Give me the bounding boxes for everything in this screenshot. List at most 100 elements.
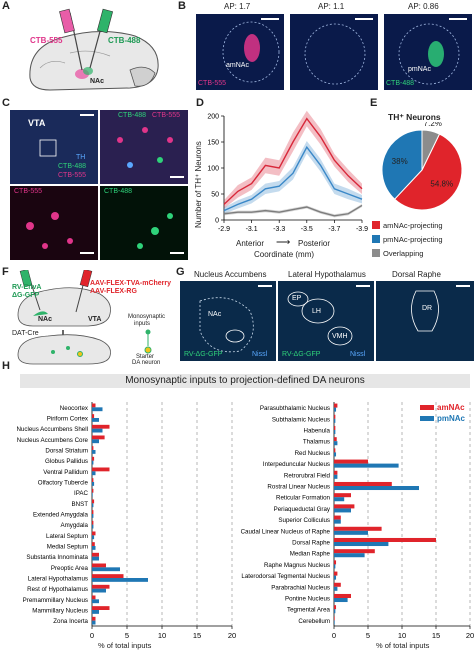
pmnac-region-label: pmNAc: [408, 66, 431, 73]
h-right-bar-amnac: [334, 403, 338, 408]
h-right-bar-amnac: [334, 515, 341, 520]
h-right-bar-pmnac: [334, 497, 345, 502]
panel-b: AP: 1.7 AP: 1.1 AP: 0.86 amNAc CTB-555 p…: [196, 2, 474, 94]
h-left-xtick-label: 10: [158, 631, 166, 640]
h-right-bar-pmnac: [334, 519, 341, 524]
legend-item-pmnac: pmNAc-projecting: [372, 232, 443, 246]
h-left-bar-pmnac: [92, 407, 103, 412]
legend-item-overlap: Overlapping: [372, 246, 443, 260]
ctb488-tag: CTB-488: [386, 80, 415, 87]
f-aav-rg: AAV-FLEX-RG: [90, 288, 137, 295]
h-right-bar-amnac: [334, 437, 337, 442]
d-xtick-label: -3.3: [273, 226, 285, 233]
h-right-category-label: Pontine Nucleus: [285, 596, 330, 603]
pie-label-2: 7.2%: [424, 122, 442, 128]
merge-tag-488: CTB-488: [118, 112, 147, 119]
h-left-bar-pmnac: [92, 610, 99, 614]
h-left-bar-amnac: [92, 510, 94, 514]
g-nissl-2: Nissl: [350, 351, 366, 358]
h-right-category-label: Thalamus: [303, 439, 330, 446]
d-xlabel-arrow: ⟶: [276, 237, 291, 248]
h-left-bar-pmnac: [92, 567, 120, 572]
h-left-category-label: Neocortex: [60, 405, 89, 412]
panel-label-c: C: [2, 97, 10, 109]
h-right-xtick-label: 15: [432, 631, 440, 640]
vta-label: VTA: [28, 118, 46, 128]
h-left-bar-pmnac: [92, 492, 93, 497]
panel-label-e: E: [370, 97, 378, 109]
h-right-category-label: Dorsal Raphe: [292, 540, 330, 547]
f-starter1: Starter: [136, 354, 155, 360]
th-tag: TH: [76, 154, 86, 161]
h-right-category-label: Rostral Linear Nucleus: [267, 484, 330, 491]
h-right-bar-pmnac: [334, 508, 351, 513]
f-rv-enva: RV-EnvA: [12, 284, 42, 291]
nac-label: NAc: [90, 78, 105, 85]
h-right-bar-pmnac: [334, 430, 336, 435]
g-title-3: Dorsal Raphe: [392, 270, 441, 279]
h-left-category-label: Extended Amygdala: [33, 512, 89, 519]
f-dg-gfp: ΔG-GFP: [12, 292, 40, 299]
micrograph-vta: VTA TH CTB-488 CTB-555: [10, 110, 98, 184]
h-right-bar-pmnac: [334, 542, 389, 547]
h-right-xtick-label: 10: [398, 631, 406, 640]
h-left-bar-pmnac: [92, 471, 96, 476]
h-right-bar-amnac: [334, 571, 338, 576]
h-left-category-label: Globus Pallidus: [45, 458, 88, 465]
h-right-category-label: Parabrachial Nucleus: [271, 584, 330, 591]
h-right-category-label: Median Raphe: [290, 551, 331, 558]
h-right-bar-amnac: [334, 425, 336, 430]
h-right-xtick-label: 5: [366, 631, 370, 640]
h-legend: amNAc pmNAc: [420, 402, 465, 424]
d-series-line-2: [223, 204, 363, 217]
micrograph-ap17: amNAc CTB-555: [196, 14, 284, 90]
h-right-category-label: Caudal Linear Nucleus of Raphe: [241, 528, 331, 535]
ctb555-sub-tag: CTB-555: [14, 188, 43, 195]
legend-item-amnac: amNAc-projecting: [372, 218, 443, 232]
ctb555-label: CTB-555: [30, 36, 63, 45]
h-left-category-label: Ventral Pallidum: [43, 469, 88, 476]
h-right-bar-pmnac: [334, 553, 365, 558]
h-right-bar-pmnac: [334, 530, 368, 535]
h-right-category-label: Reticular Formation: [276, 495, 331, 502]
d-xtick-label: -2.9: [218, 226, 230, 233]
h-right-bar-pmnac: [334, 564, 336, 569]
h-left-bar-amnac: [92, 499, 95, 504]
ctb488-tag-c: CTB-488: [58, 163, 87, 170]
h-left-bar-pmnac: [92, 514, 94, 518]
g-region-nac: NAc: [208, 311, 222, 318]
h-left-bar-amnac: [92, 435, 105, 440]
micrograph-ap086: pmNAc CTB-488: [384, 14, 472, 90]
micrograph-ctb488: CTB-488: [100, 186, 188, 260]
legend-swatch: [372, 235, 380, 243]
h-left-category-label: Premammillary Nucleus: [23, 597, 88, 604]
h-right-bar-amnac: [334, 616, 335, 621]
h-right-bar-pmnac: [334, 598, 348, 603]
h-left-bar-pmnac: [92, 460, 94, 465]
h-left-category-label: Zona Incerta: [53, 618, 88, 625]
d-xtick-label: -3.9: [356, 226, 368, 233]
h-left-bar-pmnac: [92, 482, 95, 486]
h-left-bar-amnac: [92, 606, 110, 610]
h-left-bar-pmnac: [92, 546, 96, 550]
d-xtick-label: -3.5: [301, 226, 313, 233]
pie-label-0: 54.8%: [430, 180, 453, 189]
h-right-bar-amnac: [334, 448, 336, 453]
f-nac: NAc: [38, 316, 53, 323]
h-left-category-label: Mammillary Nucleus: [32, 608, 88, 615]
panel-label-g: G: [176, 266, 185, 278]
h-right-category-label: Cerebellum: [298, 618, 330, 625]
h-right-bar-pmnac: [334, 575, 337, 580]
f-datcre: DAT-Cre: [12, 330, 39, 337]
d-ytick-label: 100: [207, 166, 219, 173]
h-left-xtick-label: 5: [125, 631, 129, 640]
h-xlabel-left: % of total inputs: [98, 641, 152, 650]
h-right-bar-amnac: [334, 605, 337, 610]
d-ylabel: Number of TH⁺ Neurons: [194, 141, 203, 228]
h-right-category-label: Subthalamic Nucleus: [272, 416, 330, 423]
legend-swatch: [420, 416, 434, 421]
h-right-xtick-label: 0: [332, 631, 336, 640]
g-region-vmh: VMH: [332, 333, 348, 340]
h-right-category-label: Laterodorsal Tegmental Nucleus: [241, 573, 330, 580]
d-xlabel-coordinate: Coordinate (mm): [254, 250, 315, 259]
